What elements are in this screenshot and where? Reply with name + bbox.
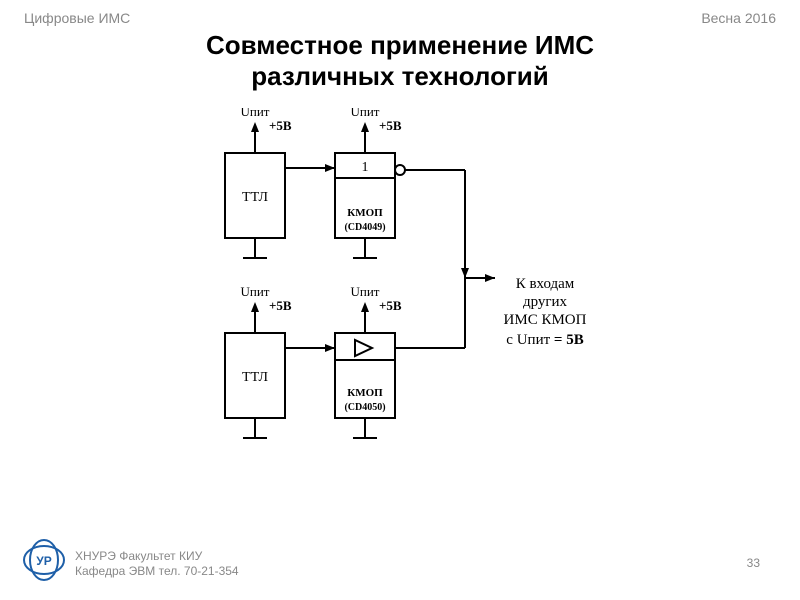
footer-line1: ХНУРЭ Факультет КИУ — [75, 549, 239, 565]
ttl2-uval: +5В — [269, 298, 292, 313]
footer-line2: Кафедра ЭВМ тел. 70-21-354 — [75, 564, 239, 580]
title-line1: Совместное применение ИМС — [206, 30, 594, 60]
title-line2: различных технологий — [251, 61, 549, 91]
ttl1-ulabel: Uпит — [241, 108, 270, 119]
note-line4: с Uпит = 5В — [506, 332, 583, 348]
header-right: Весна 2016 — [701, 10, 776, 26]
page-title: Совместное применение ИМС различных техн… — [0, 30, 800, 92]
note-line1: К входам — [516, 276, 575, 292]
circuit-diagram: ТТЛ Uпит +5В 1 КМОП (CD4049) Uпит +5В Т — [175, 108, 645, 508]
ttl1-label: ТТЛ — [242, 190, 268, 205]
cmos1-mid: КМОП — [347, 207, 383, 219]
header-left: Цифровые ИМС — [24, 10, 130, 26]
svg-text:УР: УР — [36, 554, 51, 568]
ttl2-label: ТТЛ — [242, 370, 268, 385]
cmos1-sub: (CD4049) — [344, 222, 385, 233]
cmos2-uval: +5В — [379, 298, 402, 313]
cmos2-mid: КМОП — [347, 387, 383, 399]
footer: ХНУРЭ Факультет КИУ Кафедра ЭВМ тел. 70-… — [75, 549, 239, 580]
cmos1-uval: +5В — [379, 118, 402, 133]
cmos1-top: 1 — [362, 160, 369, 175]
cmos1-ulabel: Uпит — [351, 108, 380, 119]
note-line3: ИМС КМОП — [504, 312, 587, 328]
cmos2-ulabel: Uпит — [351, 284, 380, 299]
page-number: 33 — [747, 556, 760, 570]
note-line2: других — [523, 294, 568, 310]
ttl1-uval: +5В — [269, 118, 292, 133]
cmos2-sub: (CD4050) — [344, 402, 385, 413]
university-logo: УР — [22, 538, 66, 582]
ttl2-ulabel: Uпит — [241, 284, 270, 299]
